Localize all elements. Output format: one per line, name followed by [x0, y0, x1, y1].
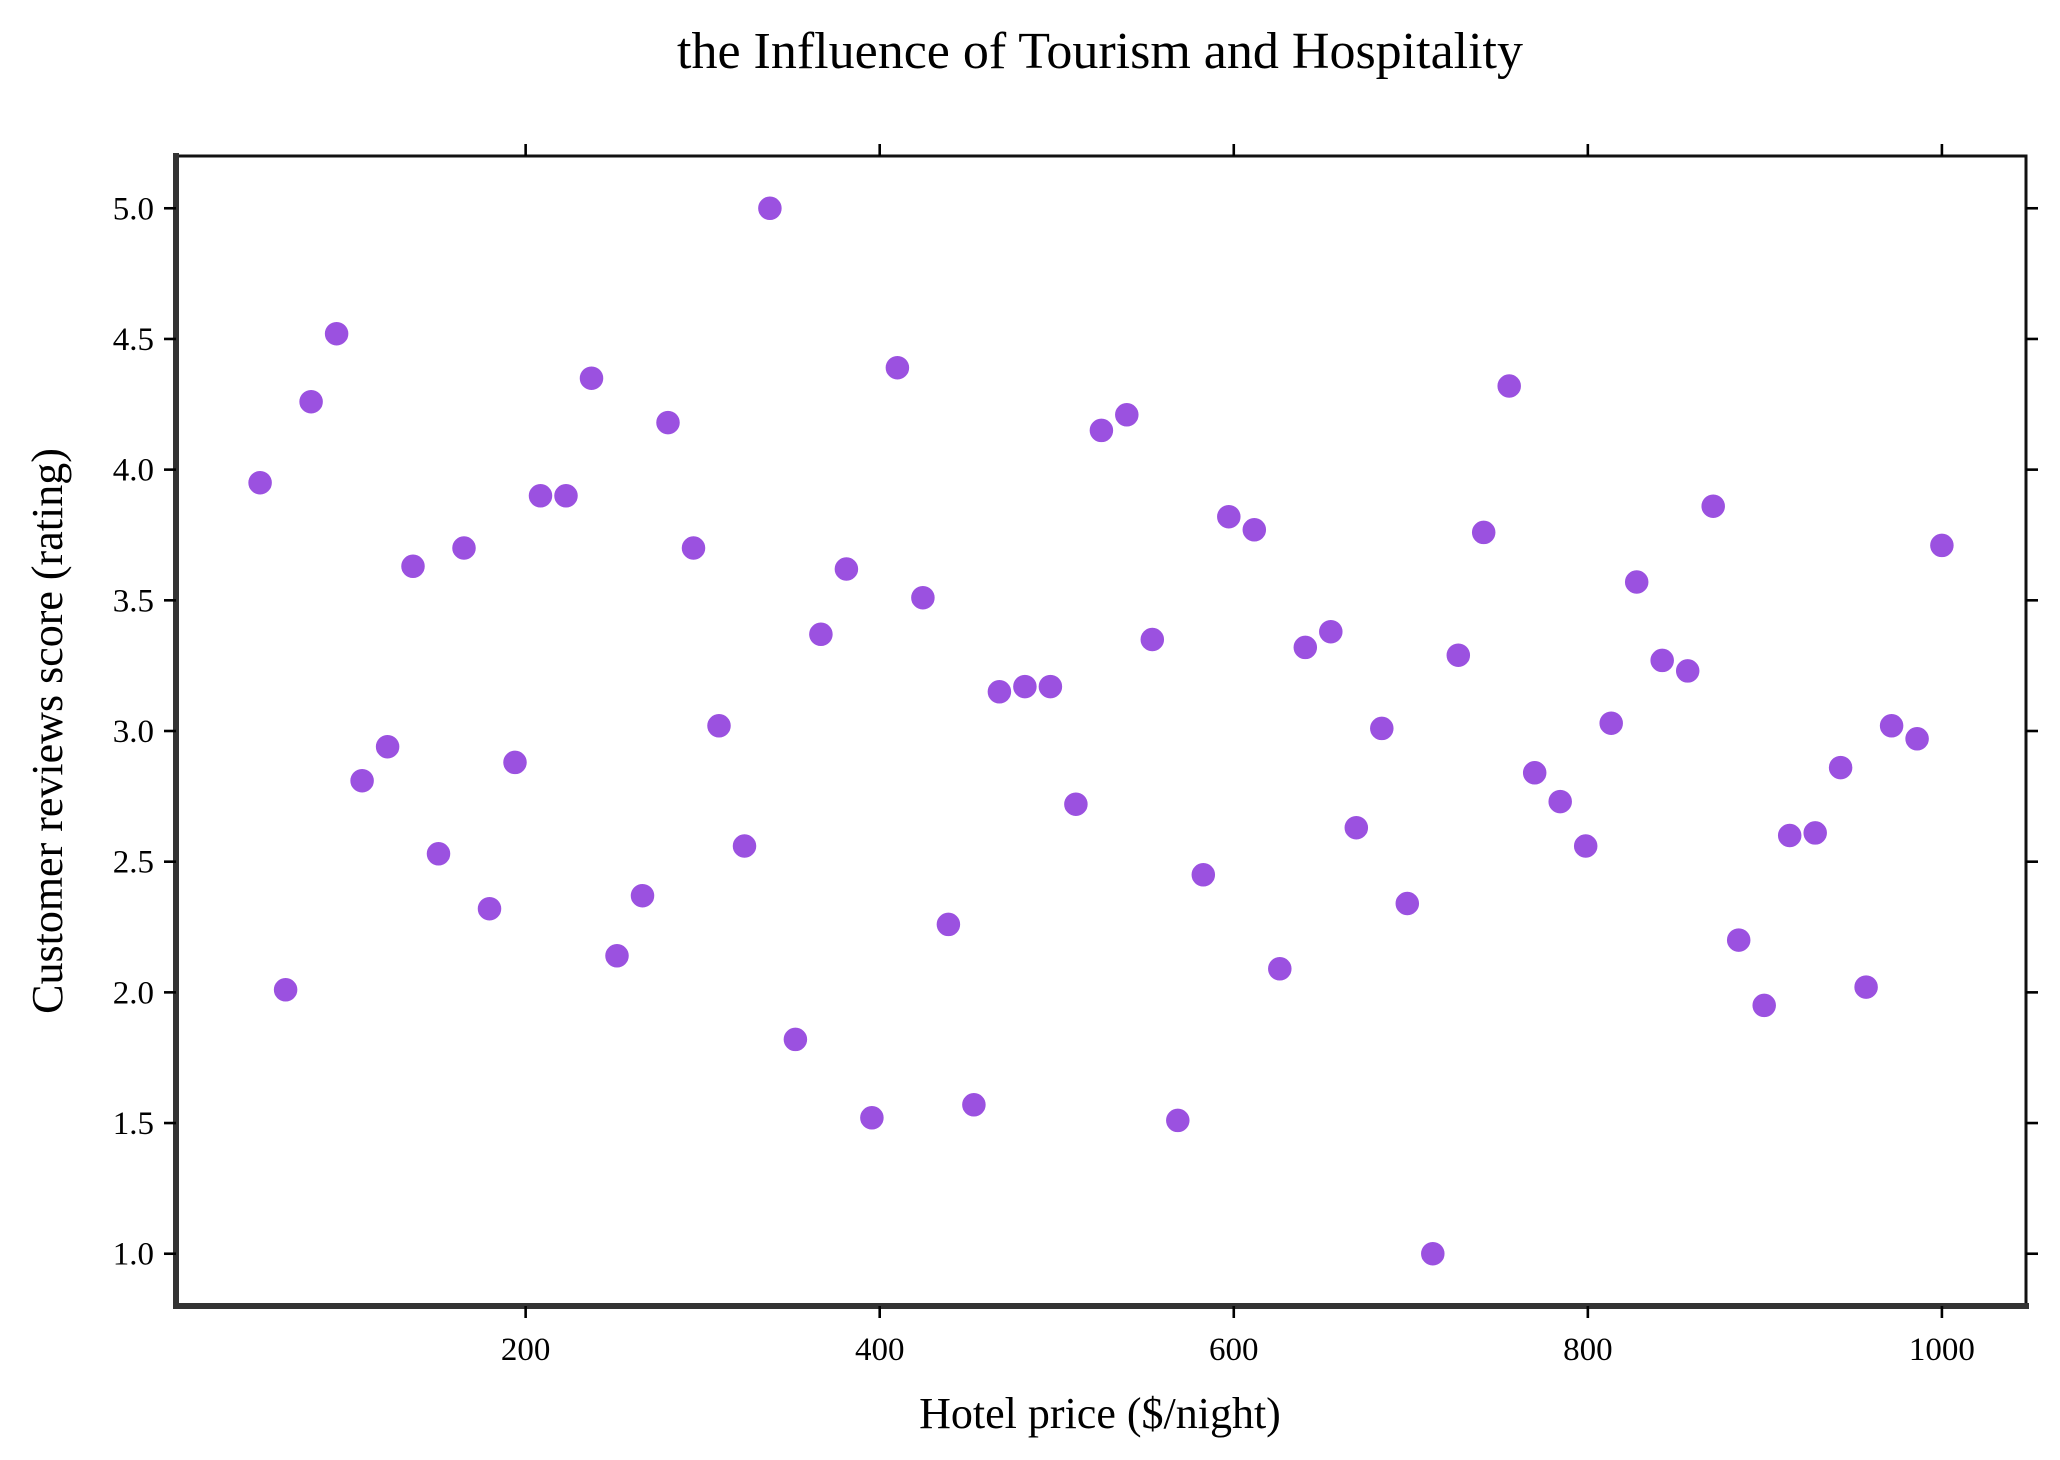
data-point-17	[654, 409, 682, 436]
data-point-44	[1343, 814, 1370, 841]
data-point-52	[1546, 788, 1574, 815]
y-tick-label-2.5: 2.5	[113, 845, 154, 881]
y-tick-label-5.0: 5.0	[113, 191, 154, 227]
data-point-12	[527, 482, 554, 510]
data-point-37	[1164, 1107, 1192, 1134]
data-point-36	[1139, 626, 1166, 653]
data-point-35	[1113, 401, 1141, 429]
data-point-20	[731, 832, 758, 860]
data-point-57	[1674, 657, 1701, 685]
data-point-58	[1699, 492, 1727, 520]
data-point-25	[858, 1104, 886, 1132]
data-point-9	[450, 534, 478, 562]
data-point-41	[1266, 955, 1294, 983]
data-point-53	[1572, 832, 1599, 860]
data-point-8	[425, 840, 452, 868]
data-point-54	[1597, 709, 1625, 737]
x-tick-label-800: 800	[1563, 1332, 1613, 1368]
x-tick-label-1000: 1000	[1909, 1332, 1975, 1368]
data-point-14	[578, 364, 605, 392]
data-point-66	[1903, 725, 1931, 753]
data-point-42	[1292, 634, 1319, 661]
data-point-11	[501, 749, 529, 776]
data-point-45	[1368, 715, 1396, 742]
y-tick-label-2.0: 2.0	[113, 975, 154, 1011]
data-point-2	[272, 976, 299, 1004]
data-point-60	[1750, 992, 1778, 1019]
data-point-38	[1190, 861, 1217, 889]
x-axis-label: Hotel price ($/night)	[919, 1389, 1281, 1438]
data-point-48	[1445, 641, 1472, 669]
data-point-46	[1394, 890, 1421, 917]
data-point-30	[986, 678, 1013, 706]
data-point-29	[960, 1091, 988, 1119]
data-point-10	[476, 895, 503, 922]
data-point-21	[756, 195, 784, 222]
chart-title: the Influence of Tourism and Hospitality	[677, 23, 1523, 80]
data-point-50	[1495, 372, 1523, 400]
x-tick-label-400: 400	[855, 1332, 905, 1368]
data-point-24	[833, 555, 860, 583]
data-point-3	[297, 388, 325, 415]
data-point-55	[1623, 568, 1650, 596]
y-tick-label-3.0: 3.0	[113, 714, 154, 750]
data-point-49	[1470, 519, 1497, 546]
data-point-16	[629, 882, 656, 909]
data-point-47	[1419, 1240, 1447, 1267]
data-point-43	[1317, 618, 1345, 645]
data-point-63	[1827, 754, 1854, 781]
data-point-6	[374, 733, 401, 760]
data-point-64	[1852, 973, 1880, 1001]
x-tick-label-600: 600	[1209, 1332, 1259, 1368]
data-point-28	[935, 911, 962, 938]
data-point-51	[1521, 759, 1548, 787]
data-point-18	[680, 534, 707, 562]
data-point-7	[399, 553, 427, 580]
data-point-31	[1011, 673, 1039, 700]
data-point-59	[1725, 926, 1752, 954]
y-tick-label-1.0: 1.0	[113, 1237, 154, 1273]
data-point-62	[1801, 819, 1829, 847]
data-point-40	[1241, 516, 1268, 544]
data-point-1	[246, 469, 274, 496]
data-point-23	[807, 621, 835, 648]
y-axis-label: Customer reviews score (rating)	[23, 448, 72, 1014]
y-tick-label-4.0: 4.0	[113, 453, 154, 489]
data-point-39	[1215, 503, 1243, 530]
y-tick-label-1.5: 1.5	[113, 1106, 154, 1142]
data-point-56	[1648, 647, 1676, 674]
data-point-34	[1088, 417, 1115, 444]
data-point-65	[1878, 712, 1905, 740]
data-points	[246, 195, 1956, 1267]
data-point-67	[1928, 532, 1956, 559]
y-tick-label-4.5: 4.5	[113, 322, 154, 358]
data-point-27	[909, 584, 937, 611]
data-point-19	[705, 712, 733, 740]
data-point-22	[782, 1026, 809, 1053]
axis-ticks: 200 400 600 800 1000 1.0 1.5 2.0 2.5 3.0 3.5 4.0 4.5…	[113, 144, 2038, 1368]
data-point-15	[603, 942, 631, 970]
data-point-61	[1776, 822, 1803, 849]
data-point-32	[1037, 673, 1064, 700]
data-point-13	[552, 482, 580, 510]
plot-frame	[174, 154, 2028, 1308]
y-tick-label-3.5: 3.5	[113, 583, 154, 619]
data-point-26	[884, 354, 911, 381]
data-point-5	[348, 767, 376, 794]
x-tick-label-200: 200	[501, 1332, 551, 1368]
data-point-33	[1062, 790, 1090, 818]
data-point-4	[323, 320, 350, 347]
